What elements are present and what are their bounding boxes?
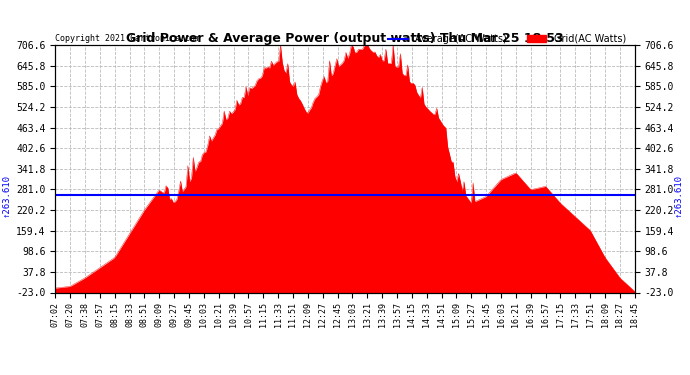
Legend: Average(AC Watts), Grid(AC Watts): Average(AC Watts), Grid(AC Watts) [384,30,630,48]
Text: ↑263.610: ↑263.610 [2,174,11,217]
Title: Grid Power & Average Power (output watts) Thu Mar 25 18:53: Grid Power & Average Power (output watts… [126,32,564,45]
Text: ↑263.610: ↑263.610 [673,174,682,217]
Text: Copyright 2021 Cartronics.com: Copyright 2021 Cartronics.com [55,33,200,42]
